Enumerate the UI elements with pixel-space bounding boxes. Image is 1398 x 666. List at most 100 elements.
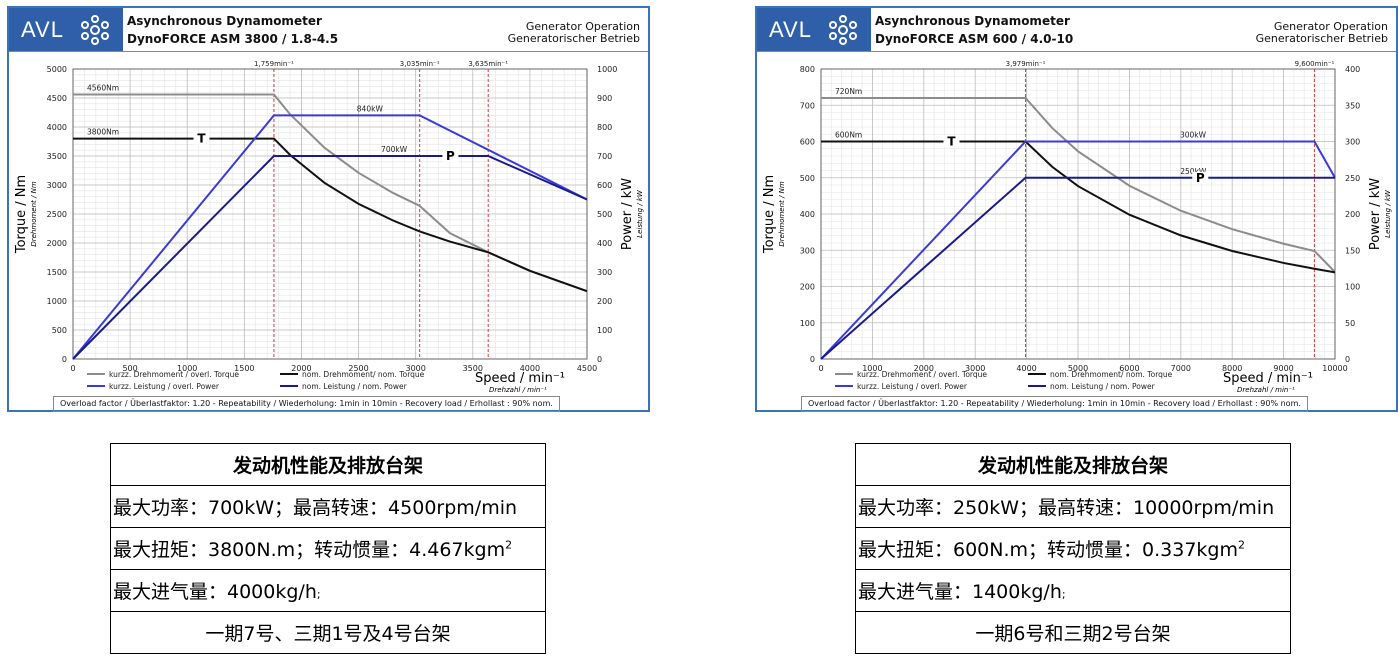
annotation-label: 720Nm — [835, 87, 862, 96]
series-line-2 — [72, 114, 588, 360]
y2-tick-label: 800 — [597, 123, 612, 132]
torque-power-chart: 0 500 1000 1500 2000 2500 3000 3500 4000 45000500… — [14, 60, 644, 394]
max-intake: 最大进气量：1400kg/h — [858, 581, 1062, 603]
x-tick-label: 2500 — [348, 364, 368, 373]
annotation-label: 250kW — [1180, 167, 1207, 176]
max-power-speed: 最大功率：250kW；最高转速：10000rpm/min — [858, 497, 1275, 519]
avl-logo: AVL — [9, 8, 123, 51]
plot-frame — [72, 68, 588, 360]
legend-label: nom. Leistung / nom. Power — [1050, 382, 1156, 391]
y-tick-label: 1000 — [47, 297, 67, 306]
max-torque-inertia: 最大扭矩：3800N.m；转动惯量：4.467kgm — [113, 539, 506, 561]
legend-label: nom. Drehmoment/ nom. Torque — [302, 370, 425, 379]
x-tick-label: 1000 — [862, 364, 882, 373]
brand-text: AVL — [769, 17, 812, 42]
spec-table-1: 发动机性能及排放台架 最大功率：700kW；最高转速：4500rpm/min 最… — [110, 443, 546, 654]
chart-title: Asynchronous Dynamometer — [875, 14, 1070, 28]
chart-title: Asynchronous Dynamometer — [127, 14, 322, 28]
spec-table-2: 发动机性能及排放台架 最大功率：250kW；最高转速：10000rpm/min … — [855, 443, 1291, 654]
x-tick-label: 2000 — [291, 364, 311, 373]
legend-label: kurzz. Drehmoment / overl. Torque — [857, 370, 987, 379]
x-tick-label: 4500 — [577, 364, 597, 373]
y2-tick-label: 600 — [597, 181, 612, 190]
y2-tick-label: 500 — [597, 210, 612, 219]
mode-en: Generator Operation — [525, 20, 640, 33]
y2-tick-label: 200 — [1345, 210, 1360, 219]
table-title: 发动机性能及排放台架 — [110, 443, 546, 486]
x-tick-label: 9000 — [1273, 364, 1293, 373]
y-tick-label: 5000 — [47, 65, 67, 74]
x-tick-label: 8000 — [1222, 364, 1242, 373]
y2-tick-label: 400 — [597, 239, 612, 248]
speed-marker-label: 9,600min⁻¹ — [1295, 60, 1335, 68]
x-tick-label: 5000 — [1068, 364, 1088, 373]
superscript: 2 — [1238, 538, 1245, 552]
series-line-1 — [821, 140, 1336, 274]
annotation-label: 700kW — [381, 145, 408, 154]
x-axis-title: Speed / min⁻¹ — [1223, 371, 1313, 386]
table-row: 最大功率：700kW；最高转速：4500rpm/min — [110, 485, 546, 528]
table-title: 发动机性能及排放台架 — [855, 443, 1291, 486]
y-axis-subtitle: Drehmoment / Nm — [30, 181, 38, 246]
series-line-3 — [72, 155, 588, 360]
torque-power-chart: 0 1000 2000 3000 4000 5000 6000 7000 8000 9000 100… — [762, 60, 1392, 394]
brand-text: AVL — [21, 17, 64, 42]
x-axis-subtitle: Drehzahl / min⁻¹ — [1237, 386, 1295, 394]
panel-header: AVL Asynchronous Dynamometer DynoFORCE A… — [9, 8, 648, 52]
table-row: 最大进气量：1400kg/h; — [855, 569, 1291, 612]
speed-marker-label: 3,035min⁻¹ — [400, 60, 440, 68]
x-tick-label: 7000 — [1171, 364, 1191, 373]
y2-tick-label: 200 — [597, 297, 612, 306]
annotation-label: 840kW — [357, 104, 384, 113]
chart-footer-note: Overload factor / Überlastfaktor: 1.20 -… — [801, 396, 1308, 412]
panel-header: AVL Asynchronous Dynamometer DynoFORCE A… — [757, 8, 1396, 52]
legend-label: kurzz. Leistung / overl. Power — [857, 382, 968, 391]
chart-footer-note: Overload factor / Überlastfaktor: 1.20 -… — [53, 396, 560, 412]
y-tick-label: 400 — [800, 210, 815, 219]
mode-de: Generatorischer Betrieb — [1255, 32, 1388, 45]
y2-tick-label: 150 — [1345, 246, 1360, 255]
y2-tick-label: 300 — [1345, 138, 1360, 147]
y-tick-label: 4000 — [47, 123, 67, 132]
dyno-chart-panel-1: AVL Asynchronous Dynamometer DynoFORCE A… — [7, 6, 650, 412]
bench-location: 一期7号、三期1号及4号台架 — [110, 611, 546, 654]
y-tick-label: 2000 — [47, 239, 67, 248]
suffix: ; — [316, 588, 321, 601]
power-marker: P — [446, 149, 455, 163]
x-tick-label: 4000 — [1016, 364, 1036, 373]
y-tick-label: 500 — [52, 326, 67, 335]
x-tick-label: 4000 — [520, 364, 540, 373]
y-tick-label: 4500 — [47, 94, 67, 103]
x-tick-label: 0 — [70, 364, 75, 373]
legend-label: nom. Leistung / nom. Power — [302, 382, 408, 391]
annotation-label: 300kW — [1180, 131, 1207, 140]
y-tick-label: 700 — [800, 101, 815, 110]
y2-tick-label: 50 — [1345, 319, 1355, 328]
torque-marker: T — [197, 132, 206, 146]
avl-logo: AVL — [757, 8, 871, 51]
table-row: 最大进气量：4000kg/h; — [110, 569, 546, 612]
y-tick-label: 3000 — [47, 181, 67, 190]
y-axis-subtitle: Drehmoment / Nm — [778, 181, 786, 246]
y2-tick-label: 300 — [597, 268, 612, 277]
y-tick-label: 800 — [800, 65, 815, 74]
y2-tick-label: 350 — [1345, 101, 1360, 110]
legend-label: kurzz. Drehmoment / overl. Torque — [109, 370, 239, 379]
y2-tick-label: 100 — [597, 326, 612, 335]
y2-axis-subtitle: Leistung / kW — [1384, 189, 1392, 238]
max-intake: 最大进气量：4000kg/h — [113, 581, 317, 603]
y-tick-label: 100 — [800, 319, 815, 328]
max-torque-inertia: 最大扭矩：600N.m；转动惯量：0.337kgm — [858, 539, 1238, 561]
y2-tick-label: 900 — [597, 94, 612, 103]
model-name: DynoFORCE ASM 600 / 4.0-10 — [875, 32, 1074, 46]
table-row: 最大功率：250kW；最高转速：10000rpm/min — [855, 485, 1291, 528]
y2-tick-label: 400 — [1345, 65, 1360, 74]
y-axis-title: Torque / Nm — [14, 175, 29, 254]
y-tick-label: 3500 — [47, 152, 67, 161]
series-line-1 — [73, 137, 588, 293]
x-tick-label: 10000 — [1322, 364, 1347, 373]
annotation-label: 4560Nm — [87, 84, 119, 93]
y2-axis-title: Power / kW — [620, 178, 635, 250]
legend-label: kurzz. Leistung / overl. Power — [109, 382, 220, 391]
y-tick-label: 500 — [800, 174, 815, 183]
